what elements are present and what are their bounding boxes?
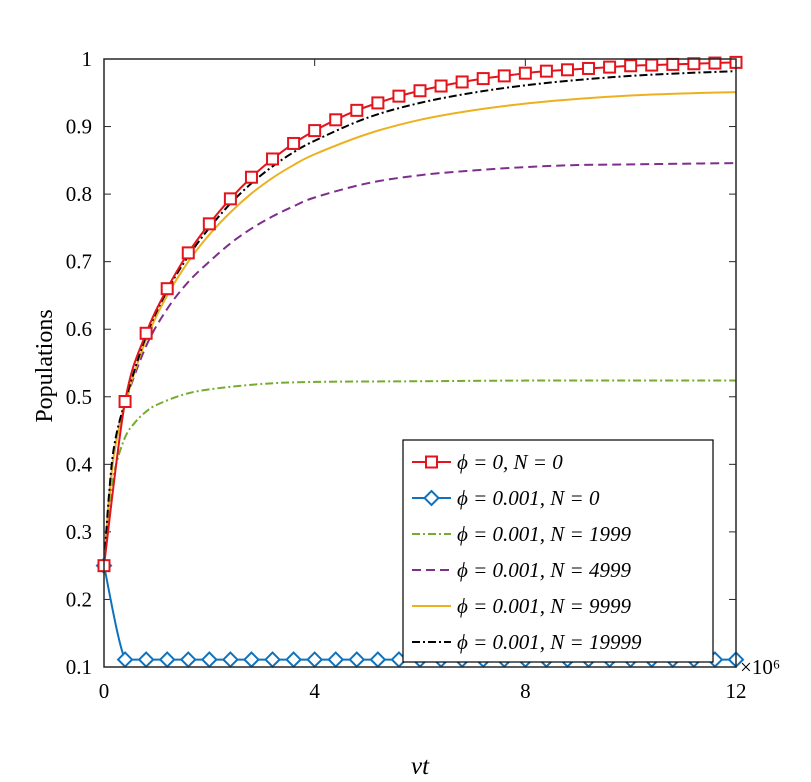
data-point-0 bbox=[244, 170, 258, 184]
y-tick-label: 0.8 bbox=[66, 182, 92, 206]
data-point-0 bbox=[476, 72, 490, 86]
legend-label-1: ϕ = 0.001, N = 0 bbox=[457, 486, 600, 510]
legend-label-2: ϕ = 0.001, N = 1999 bbox=[457, 522, 631, 546]
data-point-0 bbox=[413, 84, 427, 98]
data-point-1 bbox=[116, 651, 134, 668]
y-tick-label: 0.3 bbox=[66, 520, 92, 544]
legend-box bbox=[402, 439, 714, 663]
data-point-0 bbox=[539, 64, 553, 78]
legend-marker-0 bbox=[425, 455, 438, 469]
data-point-0 bbox=[160, 282, 174, 296]
data-point-0 bbox=[603, 60, 617, 74]
y-axis-label: Populations bbox=[32, 309, 58, 422]
series-line-4 bbox=[103, 91, 737, 566]
data-point-0 bbox=[434, 79, 448, 93]
data-point-0 bbox=[392, 89, 406, 103]
data-point-0 bbox=[455, 75, 469, 89]
data-point-1 bbox=[348, 651, 366, 668]
x-axis-label: νt bbox=[411, 753, 430, 780]
data-point-1 bbox=[285, 651, 303, 668]
data-point-0 bbox=[645, 58, 659, 72]
data-point-1 bbox=[200, 651, 218, 668]
data-point-0 bbox=[223, 192, 237, 206]
data-point-0 bbox=[687, 57, 701, 71]
data-point-0 bbox=[624, 59, 638, 73]
legend: ϕ = 0, N = 0 ϕ = 0.001, N = 0 ϕ = 0.001, N… bbox=[402, 439, 714, 663]
y-tick-label: 1 bbox=[82, 47, 93, 71]
legend-label-3: ϕ = 0.001, N = 4999 bbox=[457, 558, 631, 582]
plot-area-frame bbox=[103, 58, 737, 668]
data-point-0 bbox=[308, 124, 322, 138]
legend-label-5: ϕ = 0.001, N = 19999 bbox=[457, 630, 642, 654]
x-tick-label: 0 bbox=[99, 679, 110, 703]
data-point-0 bbox=[560, 63, 574, 77]
x-axis-scale: ×10⁶ bbox=[740, 655, 780, 679]
series-line-5 bbox=[103, 70, 737, 566]
data-point-0 bbox=[139, 326, 153, 340]
data-point-0 bbox=[582, 61, 596, 75]
data-point-1 bbox=[306, 651, 324, 668]
y-tick-label: 0.9 bbox=[66, 115, 92, 139]
x-tick-label: 8 bbox=[520, 679, 531, 703]
y-tick-label: 0.1 bbox=[66, 655, 92, 679]
data-point-1 bbox=[137, 651, 155, 668]
data-point-0 bbox=[518, 66, 532, 80]
data-point-0 bbox=[497, 69, 511, 83]
data-point-0 bbox=[666, 57, 680, 71]
x-tick-label: 12 bbox=[726, 679, 747, 703]
legend-label-4: ϕ = 0.001, N = 9999 bbox=[457, 594, 631, 618]
data-point-0 bbox=[287, 136, 301, 150]
data-point-0 bbox=[181, 246, 195, 260]
data-point-1 bbox=[243, 651, 260, 668]
data-point-0 bbox=[118, 395, 132, 409]
tick-labels: 0.1 0.2 0.3 0.4 0.5 0.6 0.7 0.8 0.9 1 0 4 8 12 bbox=[66, 47, 747, 703]
data-point-1 bbox=[264, 651, 281, 668]
data-point-0 bbox=[202, 217, 216, 231]
y-tick-label: 0.2 bbox=[66, 587, 92, 611]
data-point-0 bbox=[350, 103, 364, 117]
data-point-1 bbox=[221, 651, 239, 668]
y-tick-label: 0.5 bbox=[66, 385, 92, 409]
series-line-2 bbox=[103, 379, 736, 566]
y-tick-label: 0.4 bbox=[66, 452, 93, 476]
legend-label-0: ϕ = 0, N = 0 bbox=[457, 450, 563, 474]
data-point-1 bbox=[369, 651, 387, 668]
legend-marker-1 bbox=[423, 489, 440, 507]
data-point-0 bbox=[329, 113, 343, 127]
data-point-0 bbox=[266, 152, 280, 166]
y-tick-label: 0.6 bbox=[66, 317, 92, 341]
data-point-0 bbox=[708, 56, 722, 70]
data-point-1 bbox=[158, 651, 176, 668]
y-tick-label: 0.7 bbox=[66, 250, 92, 274]
x-tick-label: 4 bbox=[309, 679, 320, 703]
data-point-1 bbox=[327, 651, 345, 668]
data-point-1 bbox=[179, 651, 197, 668]
data-point-0 bbox=[371, 96, 385, 110]
